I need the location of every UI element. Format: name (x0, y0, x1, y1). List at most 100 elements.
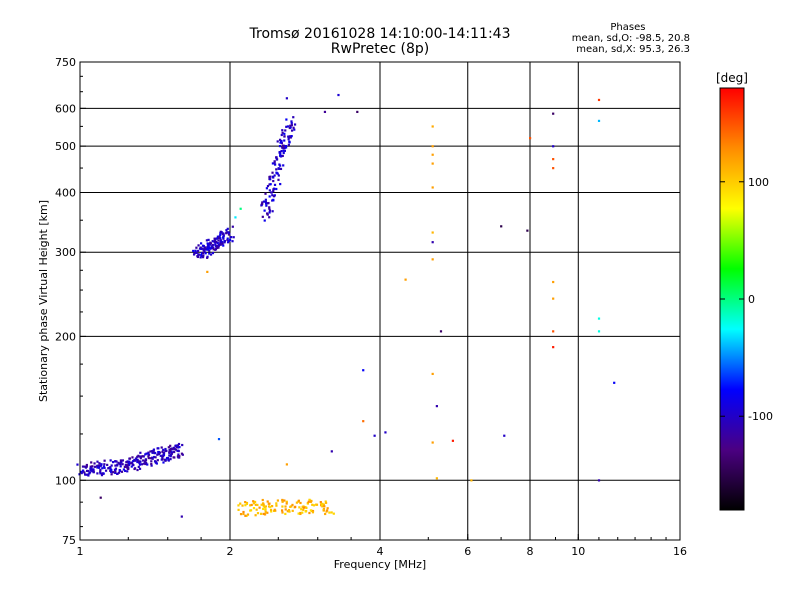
data-point (175, 446, 178, 449)
data-point (166, 456, 170, 460)
data-point (200, 247, 203, 251)
data-point (552, 158, 555, 161)
data-point (288, 140, 291, 143)
data-point (140, 455, 143, 458)
data-point (276, 158, 279, 161)
y-tick-label: 75 (62, 534, 76, 547)
data-point (119, 465, 122, 468)
data-point (173, 450, 176, 454)
x-axis-label: Frequency [MHz] (334, 558, 426, 571)
data-point (295, 501, 298, 504)
data-point (202, 249, 205, 252)
data-point (287, 135, 290, 138)
data-point (254, 514, 257, 517)
data-point (168, 450, 172, 453)
data-point (138, 463, 142, 466)
data-point (196, 255, 199, 258)
data-point (276, 172, 279, 175)
data-point (211, 251, 215, 255)
data-point (245, 514, 248, 517)
data-point (244, 514, 247, 517)
data-point (216, 235, 220, 238)
data-point (125, 465, 129, 469)
data-point (283, 132, 286, 135)
data-point (552, 145, 555, 148)
data-point (290, 129, 294, 132)
data-point (283, 139, 286, 142)
data-point (216, 246, 219, 250)
data-point (252, 500, 255, 503)
data-point (128, 460, 131, 463)
data-point (273, 508, 276, 511)
data-point (222, 244, 225, 247)
x-tick-label: 2 (227, 545, 234, 558)
data-point (362, 369, 365, 372)
data-point (121, 463, 124, 466)
data-point (102, 465, 105, 468)
x-tick-label: 1 (77, 545, 84, 558)
data-point (285, 97, 288, 100)
data-point (271, 175, 275, 178)
data-point (217, 437, 221, 441)
data-point (93, 465, 97, 468)
data-point (285, 502, 288, 505)
data-point (222, 234, 225, 237)
data-point (373, 434, 376, 437)
data-point (149, 450, 152, 453)
data-point (157, 452, 161, 455)
data-point (219, 241, 222, 244)
data-point (231, 225, 234, 228)
data-point (281, 505, 284, 508)
data-point (278, 145, 282, 148)
data-point (202, 254, 205, 257)
data-point (218, 235, 221, 238)
phase-stats-o: mean, sd,O: -98.5, 20.8 (571, 33, 690, 44)
data-point (227, 231, 230, 234)
data-point (171, 451, 174, 454)
data-point (277, 174, 280, 177)
data-point (100, 474, 104, 477)
data-point (228, 238, 232, 242)
data-point (284, 144, 288, 148)
data-point (271, 210, 274, 213)
data-point (272, 187, 276, 190)
data-point (222, 236, 225, 239)
data-point (252, 502, 256, 505)
data-point (155, 462, 158, 465)
data-point (206, 248, 209, 251)
data-point (98, 466, 101, 469)
data-point (193, 252, 196, 255)
data-point (213, 239, 216, 242)
data-point (324, 501, 328, 504)
data-point (202, 244, 205, 248)
data-point (126, 460, 129, 463)
data-point (114, 464, 117, 467)
data-point (156, 447, 159, 450)
data-point (298, 506, 301, 509)
data-point (271, 171, 274, 174)
data-point (147, 453, 151, 456)
data-point (275, 156, 278, 159)
data-point (268, 207, 271, 210)
data-point (291, 509, 294, 512)
data-point (311, 509, 315, 513)
data-point (529, 137, 532, 140)
data-point (205, 247, 209, 250)
data-point (205, 239, 208, 242)
data-point (175, 444, 178, 447)
data-point (277, 167, 280, 170)
data-point (451, 439, 455, 442)
data-point (275, 502, 278, 505)
data-point (123, 465, 126, 469)
data-point (323, 110, 327, 114)
data-point (281, 511, 284, 514)
data-point (281, 154, 284, 158)
data-point (288, 510, 291, 513)
data-point (280, 141, 283, 144)
data-point (293, 128, 296, 131)
data-point (552, 112, 555, 115)
data-point (172, 456, 175, 459)
data-point (264, 510, 267, 513)
data-point (261, 215, 264, 218)
data-point (232, 236, 235, 239)
